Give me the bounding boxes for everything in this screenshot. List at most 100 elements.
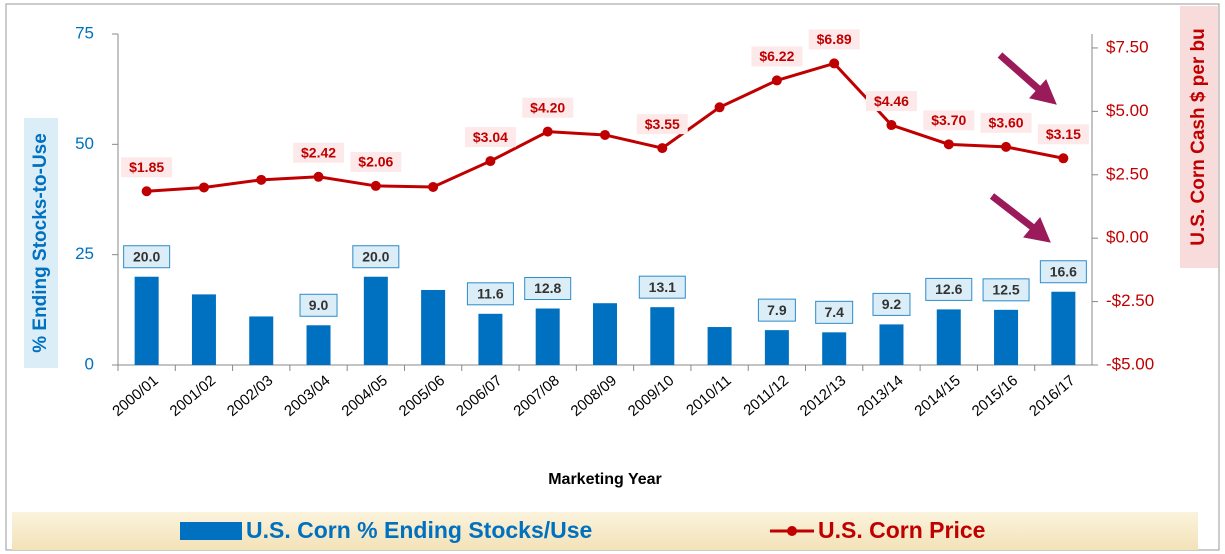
bar-label: 9.2	[882, 296, 902, 312]
x-tick-label: 2011/12	[740, 372, 792, 419]
price-point	[141, 186, 152, 197]
y2-tick-label: $2.50	[1106, 164, 1149, 183]
price-point	[657, 143, 668, 154]
price-label-box	[293, 142, 345, 163]
price-label: $2.06	[358, 154, 393, 170]
bar-label: 12.5	[992, 282, 1019, 298]
bar	[421, 289, 446, 365]
bar	[478, 313, 503, 365]
price-point	[370, 180, 381, 191]
price-label-box	[808, 29, 860, 50]
bar	[134, 276, 159, 365]
price-point	[1058, 153, 1069, 164]
y2-tick-label: $0.00	[1106, 228, 1149, 247]
x-tick-label: 2001/02	[167, 372, 219, 420]
y2-label-box	[1180, 6, 1218, 268]
bar	[593, 303, 617, 365]
price-point	[771, 75, 782, 86]
bar	[363, 276, 388, 365]
bar	[764, 330, 789, 365]
price-label-box	[980, 112, 1032, 133]
bar-label-box	[925, 277, 973, 301]
price-label-box	[923, 110, 975, 131]
x-tick-label: 2013/14	[854, 372, 906, 420]
bar-label: 20.0	[133, 248, 160, 264]
bar-label-box	[352, 245, 400, 269]
price-label: $3.70	[931, 112, 966, 128]
x-tick-label: 2010/11	[683, 372, 735, 419]
bar-label-box	[815, 300, 854, 324]
x-tick-label: 2014/15	[911, 372, 963, 420]
bar-label: 12.6	[935, 281, 962, 297]
y2-tick-label: $5.00	[1106, 101, 1149, 120]
x-tick-label: 2003/04	[281, 372, 333, 420]
bar-label: 13.1	[649, 279, 676, 295]
bar-label-box	[1039, 260, 1087, 284]
x-tick-label: 2002/03	[224, 372, 276, 420]
x-tick-label: 2008/09	[568, 372, 620, 420]
y-label-box	[24, 118, 58, 368]
price-point	[600, 129, 610, 140]
price-label-box	[121, 157, 173, 178]
bar-label: 7.9	[767, 302, 787, 318]
bar-label-box	[757, 298, 796, 322]
price-label: $3.55	[645, 116, 680, 132]
x-tick-label: 2009/10	[625, 372, 677, 420]
y-axis-label: % Ending Stocks-to-Use	[30, 133, 51, 353]
bar-label-box	[466, 282, 514, 306]
price-label-box	[751, 46, 803, 67]
x-tick-label: 2005/06	[396, 372, 448, 420]
price-label: $4.46	[874, 93, 909, 109]
price-point	[313, 171, 324, 182]
x-axis-label: Marketing Year	[548, 471, 662, 488]
x-tick-label: 2004/05	[338, 372, 390, 420]
bar	[535, 308, 560, 365]
price-label-box	[464, 127, 516, 148]
price-point	[714, 102, 725, 113]
price-point	[428, 181, 439, 192]
price-label-box	[522, 97, 574, 118]
bar-label: 20.0	[362, 248, 389, 264]
y2-axis-label: U.S. Corn Cash $ per bu	[1188, 28, 1209, 245]
bar	[822, 332, 847, 365]
bar	[936, 309, 961, 365]
price-label-box	[350, 151, 402, 172]
bar-label: 9.0	[309, 297, 329, 313]
bar-label-box	[299, 293, 338, 317]
bar	[994, 309, 1019, 365]
bar-label-box	[982, 278, 1030, 302]
x-tick-label: 2012/13	[797, 372, 849, 420]
y-tick-label: 50	[75, 134, 94, 153]
price-point	[542, 126, 553, 137]
bar-label-box	[872, 292, 911, 316]
y2-tick-label: -$5.00	[1106, 354, 1154, 373]
price-point	[886, 120, 897, 131]
x-tick-label: 2016/17	[1026, 372, 1078, 420]
price-label: $4.20	[530, 99, 565, 115]
legend-swatch	[180, 522, 242, 540]
bar	[306, 325, 331, 365]
bar-label: 7.4	[824, 304, 844, 320]
price-label-box	[636, 114, 688, 135]
y2-tick-label: -$2.50	[1106, 291, 1154, 310]
price-label: $3.04	[473, 129, 508, 145]
price-label: $2.42	[301, 145, 336, 161]
price-label-box	[865, 91, 917, 112]
arrows	[989, 52, 1057, 243]
price-label: $3.15	[1046, 126, 1081, 142]
bar	[707, 327, 732, 365]
bar	[879, 324, 904, 365]
price-label: $3.60	[989, 115, 1024, 131]
y2-tick-label: $7.50	[1106, 37, 1149, 56]
price-label-box	[1037, 124, 1089, 145]
bar-label-box	[524, 277, 572, 301]
bar-label: 11.6	[477, 286, 504, 302]
price-label: $6.22	[759, 48, 794, 64]
x-tick-label: 2015/16	[969, 372, 1021, 420]
x-tick-label: 2000/01	[109, 372, 161, 420]
bar-label-box	[123, 245, 171, 269]
price-point	[943, 139, 954, 150]
bar-label-box	[638, 275, 686, 299]
price-label: $6.89	[817, 31, 852, 47]
